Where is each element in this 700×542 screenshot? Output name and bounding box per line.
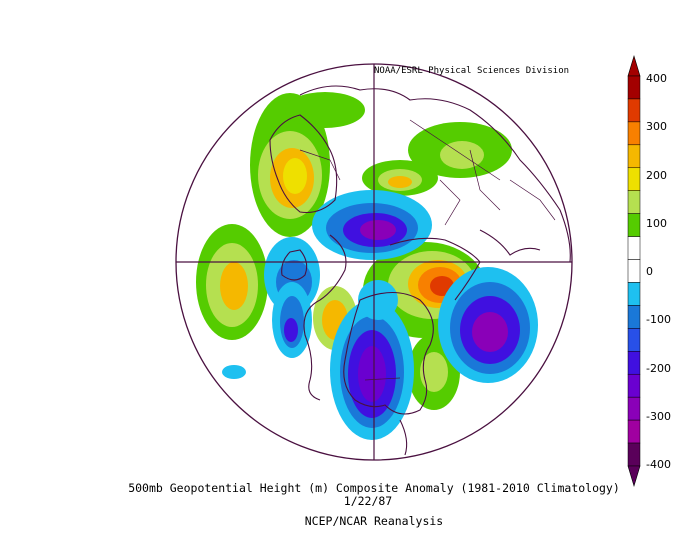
- map-title: 500mb Geopotential Height (m) Composite …: [128, 481, 620, 495]
- colorbar-segment: [627, 259, 641, 283]
- coastlines: [269, 85, 571, 456]
- anomaly-arctic: [312, 190, 432, 260]
- colorbar-segment: [627, 144, 641, 169]
- colorbar-segment: [627, 236, 641, 260]
- credit-label: NOAA/ESRL Physical Sciences Division: [374, 66, 570, 76]
- colorbar-max-arrow: [627, 54, 641, 77]
- colorbar-segment: [627, 213, 641, 237]
- anomaly-europe: [250, 92, 365, 237]
- colorbar-tick-label: -400: [646, 458, 671, 471]
- colorbar-segment: [627, 190, 641, 214]
- colorbar-min-arrow: [627, 465, 641, 488]
- colorbar-segment: [627, 373, 641, 398]
- data-source: NCEP/NCAR Reanalysis: [304, 514, 444, 528]
- colorbar-tick-label: -100: [646, 313, 671, 327]
- colorbar: [627, 54, 641, 488]
- anomaly-siberia: [362, 122, 512, 196]
- colorbar-tick-label: 100: [646, 216, 667, 230]
- anomaly-greenland: [222, 237, 320, 379]
- colorbar-segment: [627, 351, 641, 375]
- map-date: 1/22/87: [343, 494, 393, 508]
- political-borders: [299, 119, 556, 381]
- anomaly-north-america: [330, 280, 414, 440]
- colorbar-tick-label: -200: [646, 361, 671, 375]
- colorbar-segment: [627, 282, 641, 306]
- colorbar-tick-label: 400: [646, 72, 667, 85]
- colorbar-tick-label: 300: [646, 120, 667, 134]
- colorbar-segment: [627, 98, 641, 123]
- colorbar-segment: [627, 328, 641, 352]
- colorbar-segment: [627, 305, 641, 329]
- anomaly-pacific: [438, 267, 538, 383]
- colorbar-tick-label: -300: [646, 409, 671, 423]
- colorbar-segment: [627, 396, 641, 421]
- colorbar-segment: [627, 442, 641, 467]
- colorbar-segment: [627, 75, 641, 100]
- colorbar-segment: [627, 419, 641, 444]
- anomaly-contours: [176, 64, 572, 460]
- colorbar-tick-label: 200: [646, 168, 667, 182]
- colorbar-segment: [627, 167, 641, 191]
- map-border: [175, 63, 573, 461]
- colorbar-segment: [627, 121, 641, 146]
- anomaly-alaska: [363, 242, 487, 410]
- colorbar-tick-label: 0: [646, 265, 653, 278]
